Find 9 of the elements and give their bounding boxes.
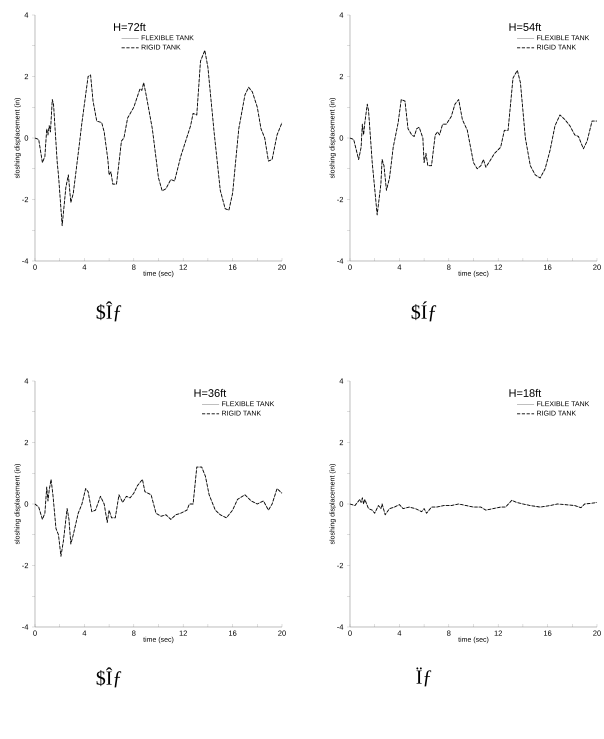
legend-title: H=36ft xyxy=(194,388,226,397)
legend-title: H=18ft xyxy=(509,388,541,397)
legend-title: H=72ft xyxy=(114,22,146,31)
text: $Îƒ xyxy=(96,301,121,322)
text: $Îƒ xyxy=(96,667,121,688)
text: Ïƒ xyxy=(416,667,431,686)
text: $Íƒ xyxy=(411,301,436,322)
legend-title: H=54ft xyxy=(509,22,541,31)
line-series xyxy=(34,466,282,557)
